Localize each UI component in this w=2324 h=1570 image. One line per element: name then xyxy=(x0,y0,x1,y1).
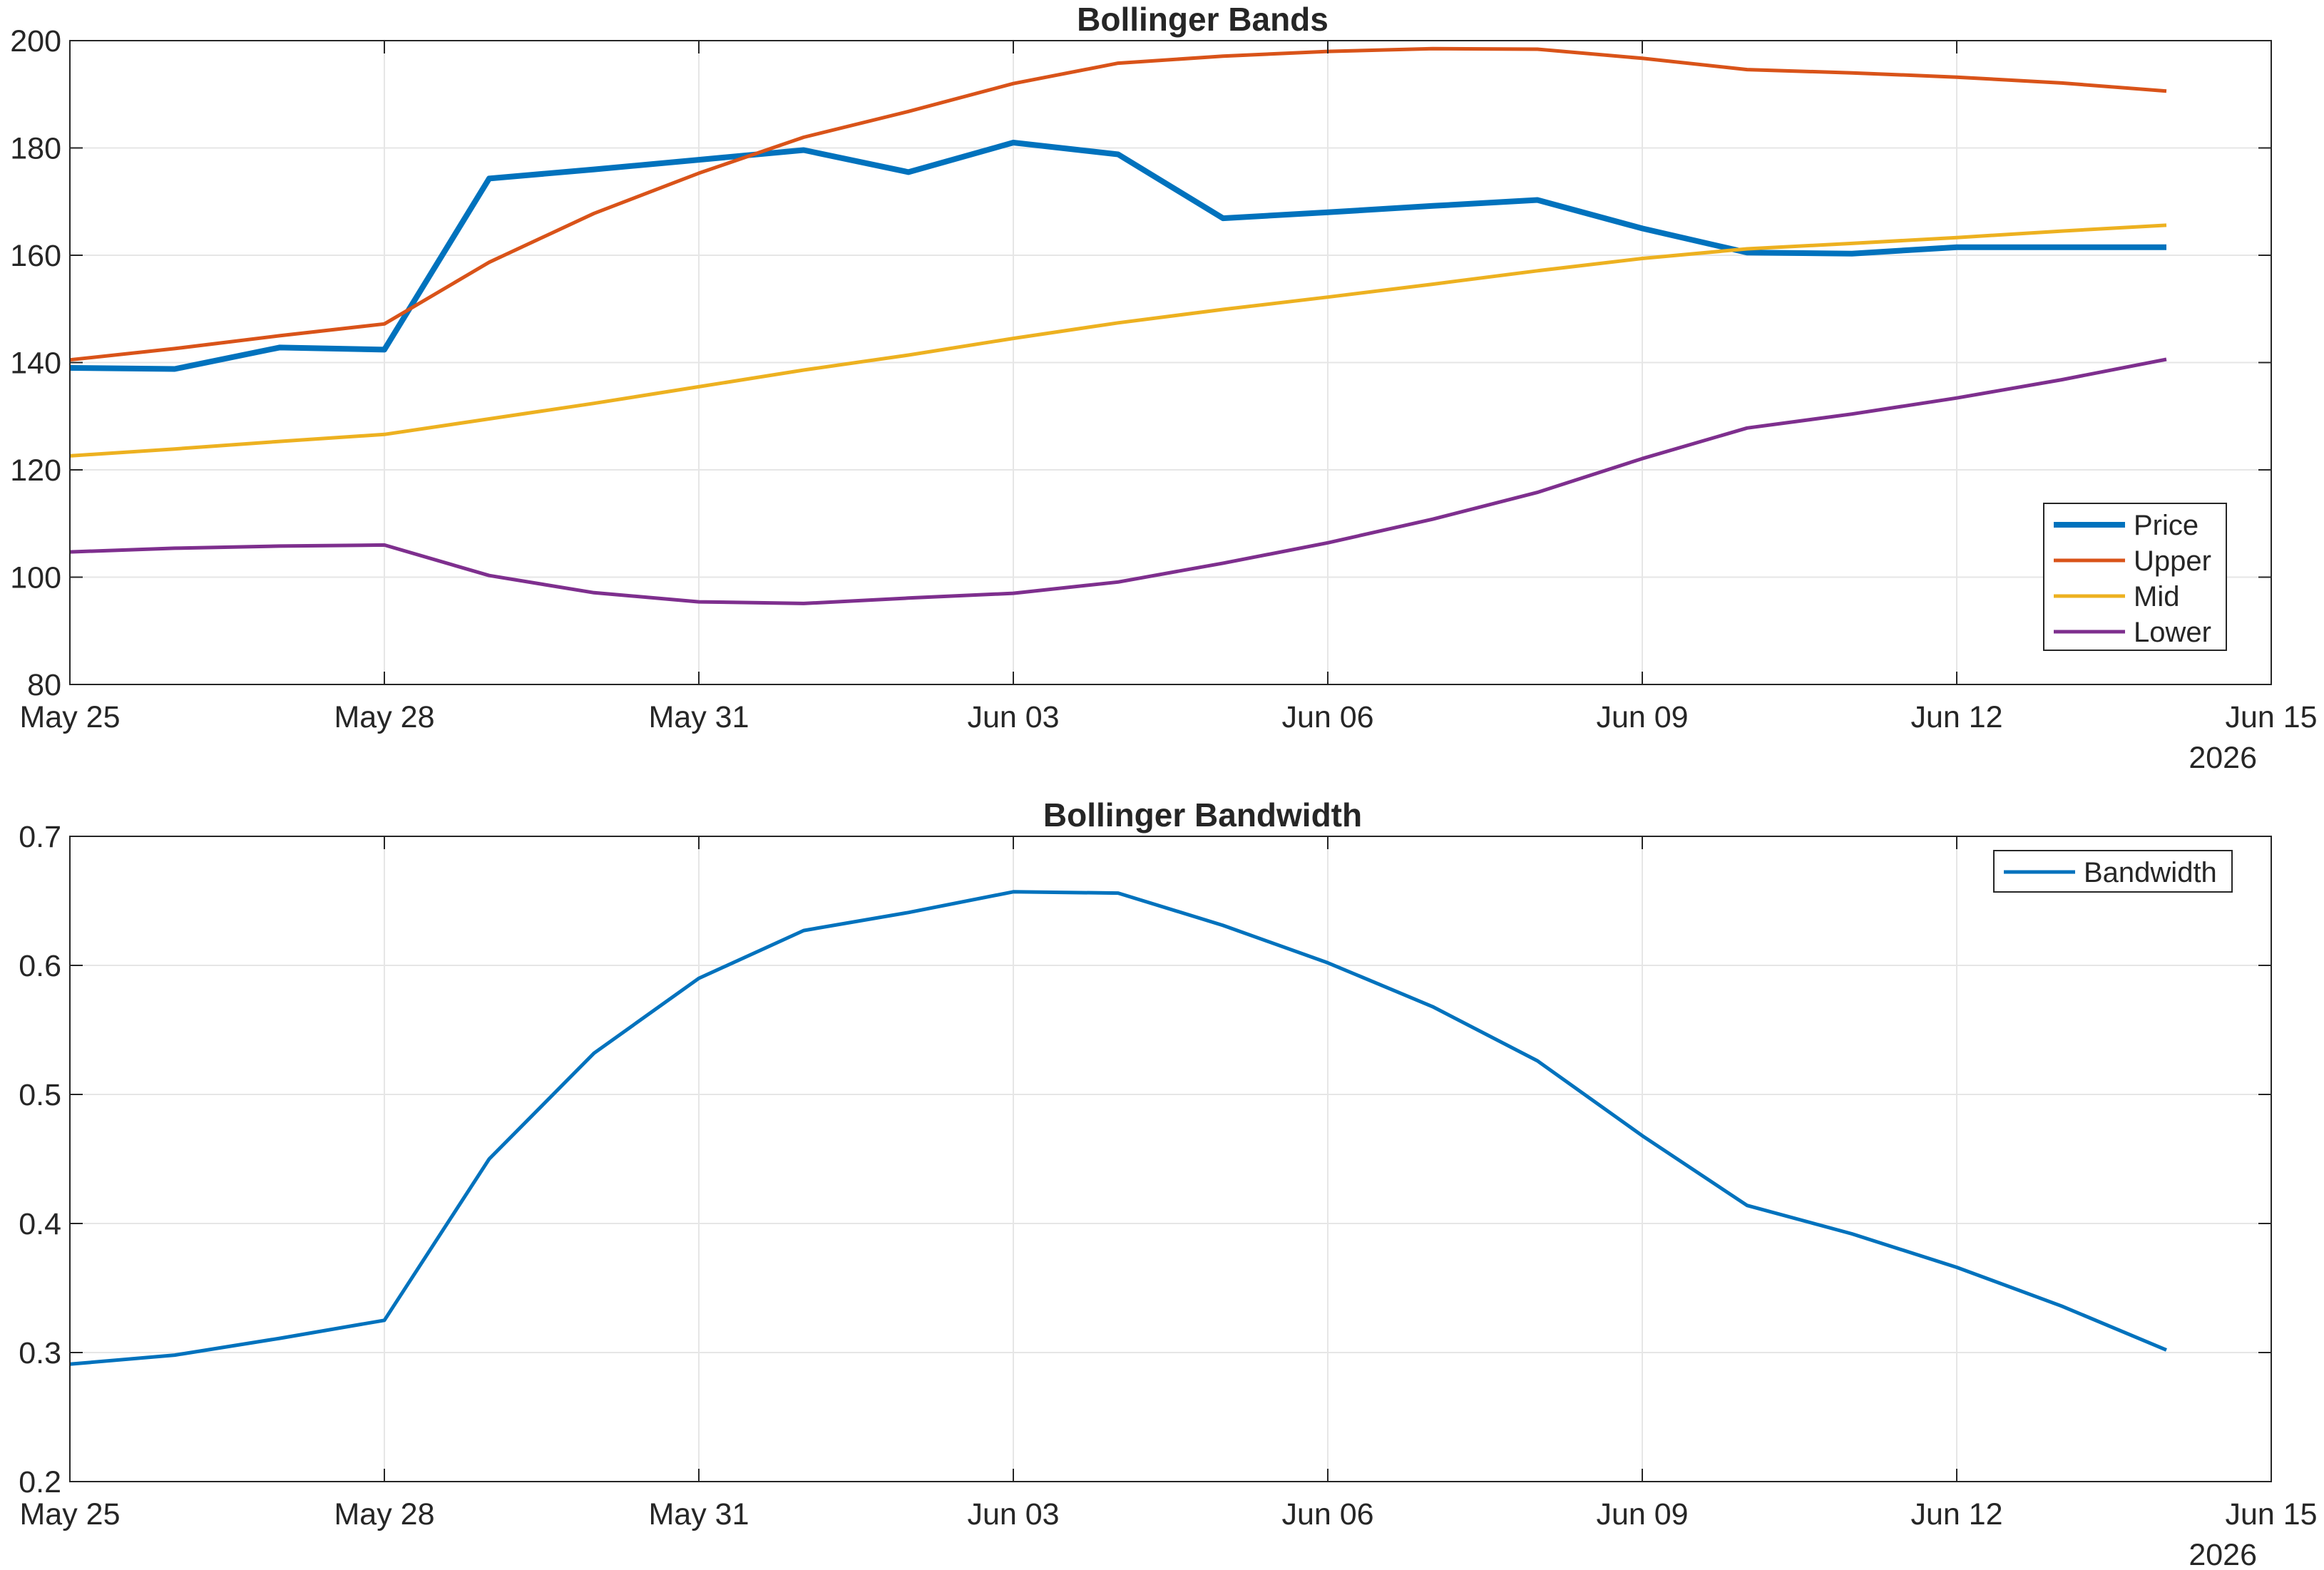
x-tick-label: Jun 12 xyxy=(1910,1497,2002,1531)
series-line-bandwidth xyxy=(69,890,2167,1366)
x-tick-label: Jun 03 xyxy=(967,1497,1059,1531)
x-tick-label: May 31 xyxy=(648,700,749,734)
x-tick-label: May 25 xyxy=(19,1497,120,1531)
x-tick-label: Jun 15 xyxy=(2225,700,2317,734)
y-tick-label: 100 xyxy=(10,561,61,595)
x-tick-label: Jun 06 xyxy=(1281,1497,1373,1531)
y-tick-label: 0.3 xyxy=(19,1336,61,1370)
x-tick-label: Jun 06 xyxy=(1281,700,1373,734)
x-tick-label: Jun 09 xyxy=(1596,700,1688,734)
legend-label-price: Price xyxy=(2134,510,2198,541)
series-line-lower xyxy=(69,357,2167,605)
x-tick-label: Jun 03 xyxy=(967,700,1059,734)
y-tick-label: 0.2 xyxy=(19,1465,61,1499)
x-year-label: 2026 xyxy=(2189,1538,2257,1566)
y-tick-label: 0.5 xyxy=(19,1078,61,1112)
y-tick-label: 0.7 xyxy=(19,820,61,854)
legend-label-upper: Upper xyxy=(2134,545,2211,577)
legend-label-mid: Mid xyxy=(2134,581,2179,612)
legend-label-lower: Lower xyxy=(2134,617,2211,648)
y-tick-label: 180 xyxy=(10,132,61,166)
x-tick-label: Jun 15 xyxy=(2225,1497,2317,1531)
y-tick-label: 0.4 xyxy=(19,1207,61,1241)
x-tick-label: May 25 xyxy=(19,700,120,734)
series-line-upper xyxy=(69,46,2167,362)
axes-box xyxy=(69,836,2272,1482)
chart-title: Bollinger Bands xyxy=(1077,1,1329,38)
legend-label-bandwidth: Bandwidth xyxy=(2084,857,2217,888)
y-tick-label: 120 xyxy=(10,453,61,488)
chart-panel-2: 0.2 0.3 0.4 0.5 0.6 0.7 May 25 May 28 May 31 Jun … xyxy=(19,796,2317,1570)
y-tick-label: 140 xyxy=(10,347,61,381)
x-tick-label: Jun 12 xyxy=(1910,700,2002,734)
chart-title: Bollinger Bandwidth xyxy=(1043,796,1362,833)
x-tick-label: May 28 xyxy=(334,700,434,734)
series-line-mid xyxy=(69,223,2167,458)
y-tick-label: 200 xyxy=(10,24,61,58)
x-tick-label: May 31 xyxy=(648,1497,749,1531)
chart-panel-1: 80 100 120 140 160 180 200 May 25 May 28 May 31 Ju… xyxy=(10,1,2317,775)
legend: Bandwidth xyxy=(1993,850,2233,893)
x-tick-label: Jun 09 xyxy=(1596,1497,1688,1531)
legend-box xyxy=(2043,503,2227,651)
legend: Price Upper Mid Lower xyxy=(2043,503,2227,651)
y-tick-label: 0.6 xyxy=(19,949,61,983)
x-tick-label: May 28 xyxy=(334,1497,434,1531)
y-tick-label: 160 xyxy=(10,239,61,273)
x-year-label: 2026 xyxy=(2189,741,2257,775)
plot-area xyxy=(70,836,2271,1482)
series-line-price xyxy=(69,140,2166,372)
y-tick-label: 80 xyxy=(27,668,61,702)
